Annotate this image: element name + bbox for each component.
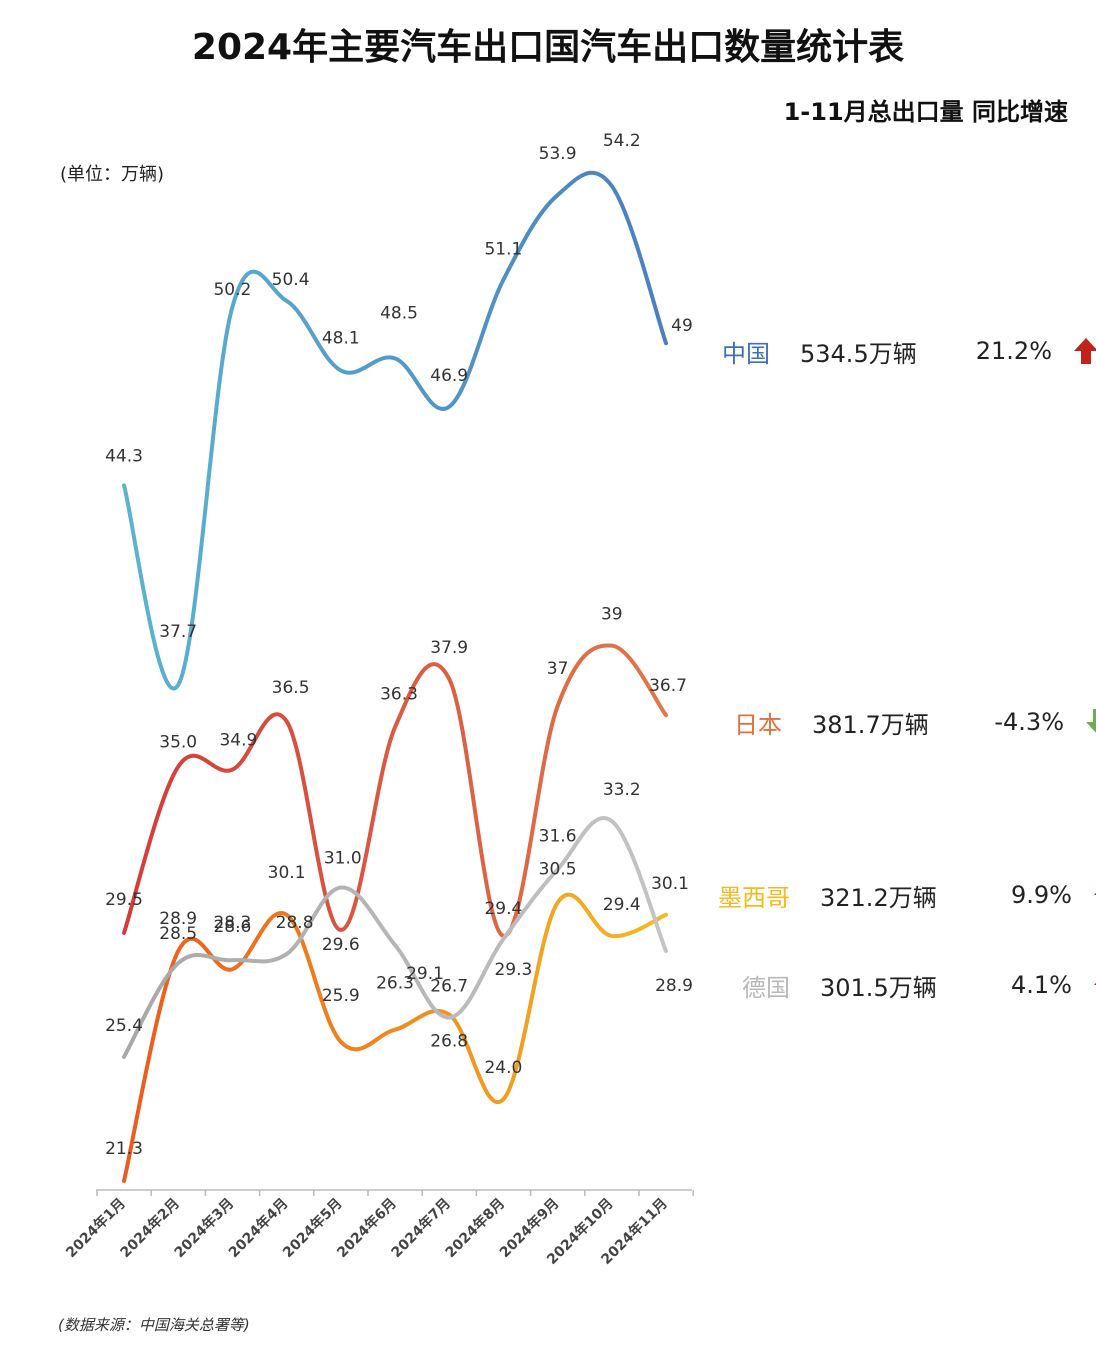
data-label: 29.5 — [105, 890, 143, 910]
legend-total: 301.5万辆 — [820, 973, 937, 1002]
source-note: (数据来源：中国海关总署等) — [58, 1316, 250, 1334]
data-label: 26.3 — [376, 974, 414, 994]
arrow-up-icon — [1074, 338, 1096, 364]
data-label: 28.3 — [213, 913, 251, 933]
x-axis: 2024年1月2024年2月2024年3月2024年4月2024年5月2024年… — [63, 1189, 694, 1268]
arrow-up-icon — [1094, 982, 1096, 985]
series-line-1 — [122, 643, 668, 938]
unit-label: (单位：万辆) — [60, 164, 165, 185]
data-label: 50.4 — [272, 270, 310, 290]
legend-row-mexico: 墨西哥 321.2万辆 9.9% — [700, 875, 1096, 915]
legend-row-china: 中国 534.5万辆 21.2% — [680, 331, 1096, 371]
data-label: 44.3 — [105, 446, 143, 466]
data-label: 35.0 — [159, 733, 197, 753]
data-label: 26.7 — [430, 977, 468, 997]
data-label: 39 — [601, 605, 623, 625]
legend-name: 日本 — [734, 710, 782, 739]
data-label: 28.6 — [213, 917, 251, 937]
data-label: 31.6 — [539, 826, 577, 846]
legend-row-germany: 德国 301.5万辆 4.1% — [700, 965, 1096, 1005]
data-label: 34.9 — [219, 731, 257, 751]
data-label: 49 — [671, 316, 693, 336]
data-label: 24.0 — [484, 1058, 522, 1078]
data-label: 30.1 — [268, 863, 306, 883]
legend-yoy: 21.2% — [975, 337, 1052, 365]
series-line-0 — [122, 170, 668, 691]
data-label: 36.5 — [272, 678, 310, 698]
data-labels: 44.3 37.7 50.2 50.4 48.1 48.5 46.9 51.1 53.9 54.2… — [105, 131, 693, 1159]
legend-yoy: 4.1% — [1011, 971, 1072, 999]
legend-row-japan: 日本 381.7万辆 -4.3% — [692, 702, 1096, 742]
data-label: 29.3 — [494, 960, 532, 980]
legend-yoy: 9.9% — [1011, 881, 1072, 909]
series-line-2 — [122, 892, 668, 1183]
data-label: 29.1 — [406, 964, 444, 984]
data-label: 26.8 — [430, 1032, 468, 1052]
data-label: 31.0 — [324, 849, 362, 869]
data-label: 21.3 — [105, 1139, 143, 1159]
legend-name: 中国 — [722, 339, 770, 368]
data-label: 28.5 — [159, 924, 197, 944]
data-label: 28.9 — [655, 976, 693, 996]
data-label: 29.6 — [322, 935, 360, 955]
data-label: 48.1 — [322, 328, 360, 348]
legend-name: 德国 — [742, 973, 790, 1002]
data-label: 28.9 — [159, 909, 197, 929]
data-label: 50.2 — [213, 280, 251, 300]
data-label: 46.9 — [430, 366, 468, 386]
data-label: 25.9 — [322, 986, 360, 1006]
data-label: 29.4 — [603, 895, 641, 915]
header-summary: 1-11月总出口量 同比增速 — [783, 98, 1068, 126]
arrow-down-icon — [1086, 709, 1096, 733]
data-label: 33.2 — [603, 780, 641, 800]
data-label: 37 — [547, 659, 569, 679]
data-label: 37.7 — [159, 622, 197, 642]
data-label: 54.2 — [603, 131, 641, 151]
legend-total: 534.5万辆 — [800, 339, 917, 368]
series-lines — [122, 170, 668, 1183]
legend-total: 321.2万辆 — [820, 883, 937, 912]
legend-yoy: -4.3% — [994, 708, 1064, 736]
data-label: 48.5 — [380, 303, 418, 323]
data-label: 30.5 — [539, 860, 577, 880]
data-label: 37.9 — [430, 638, 468, 658]
legend-total: 381.7万辆 — [812, 710, 929, 739]
data-label: 53.9 — [539, 144, 577, 164]
data-label: 36.3 — [380, 684, 418, 704]
data-label: 51.1 — [484, 240, 522, 260]
chart-title: 2024年主要汽车出口国汽车出口数量统计表 — [191, 27, 905, 68]
data-label: 36.7 — [649, 676, 687, 696]
data-label: 30.1 — [651, 874, 689, 894]
series-line-3 — [122, 816, 668, 1059]
legend-name: 墨西哥 — [718, 883, 790, 912]
data-label: 28.8 — [276, 913, 314, 933]
arrow-up-icon — [1094, 892, 1096, 895]
data-label: 29.4 — [484, 899, 522, 919]
data-label: 25.4 — [105, 1016, 143, 1036]
